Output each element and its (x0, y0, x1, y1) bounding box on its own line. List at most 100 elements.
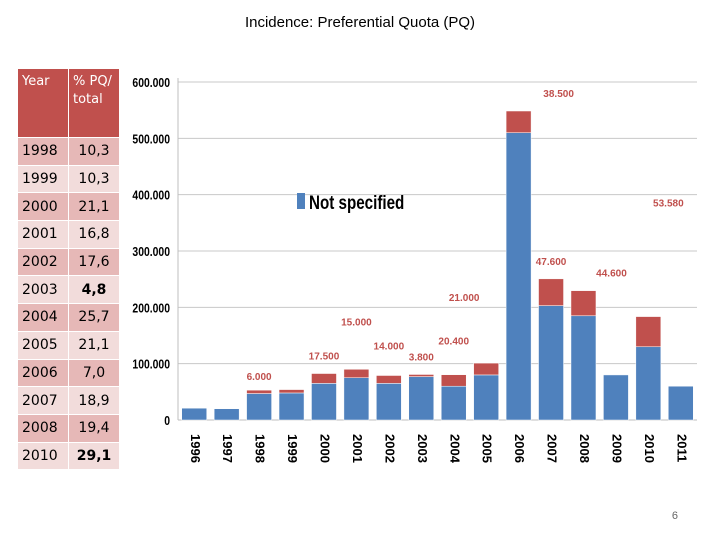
legend-swatch (297, 193, 305, 209)
page-number: 6 (671, 510, 678, 522)
x-tick-label: 1998 (253, 434, 268, 463)
year-cell: 2003 (17, 275, 69, 305)
bar-not-specified (668, 385, 694, 421)
bar-pq (343, 369, 370, 378)
pq-percent-cell: 10,3 (68, 164, 120, 194)
bar-pq (376, 375, 402, 384)
bar-not-specified (213, 408, 240, 421)
x-tick-label: 2003 (415, 434, 430, 463)
bar-not-specified (408, 376, 435, 421)
data-label: 15.000 (341, 317, 372, 328)
y-tick-label: 400.000 (132, 189, 170, 203)
table-row: 1999 10,3 (17, 164, 120, 194)
year-cell: 1998 (17, 137, 69, 166)
table-row: 2003 4,8 (17, 275, 120, 305)
table-row: 2005 21,1 (17, 330, 120, 360)
pq-percent-cell: 29,1 (68, 441, 120, 471)
pq-percent-cell: 4,8 (68, 275, 120, 305)
x-tick-label: 2006 (512, 434, 527, 463)
pq-percent-cell: 7,0 (68, 358, 120, 388)
bar-pq (440, 374, 467, 387)
x-tick-label: 2005 (480, 434, 495, 463)
data-label: 20.400 (438, 337, 469, 348)
bar-not-specified (246, 393, 272, 421)
y-tick-label: 100.000 (132, 358, 170, 372)
bar-pq (278, 389, 305, 394)
bar-pq (635, 316, 662, 348)
year-cell: 2005 (17, 330, 69, 360)
pq-percent-cell: 16,8 (68, 220, 120, 249)
bar-not-specified (538, 305, 564, 421)
table-row: 2001 16,8 (17, 220, 120, 249)
x-tick-label: 2011 (674, 434, 689, 462)
bar-pq (538, 278, 564, 306)
bar-not-specified (311, 383, 337, 421)
legend-label: Not specified (309, 191, 404, 213)
year-cell: 2010 (17, 441, 69, 471)
bar-not-specified (376, 383, 402, 421)
data-label: 47.600 (536, 257, 567, 268)
bar-not-specified (473, 374, 499, 421)
bar-pq (570, 290, 597, 317)
data-label: 38.500 (543, 89, 574, 100)
bar-pq (408, 374, 435, 377)
header-pq-total: % PQ/ total (68, 68, 120, 138)
x-tick-label: 2001 (350, 434, 365, 463)
pq-percent-cell: 18,9 (68, 386, 120, 415)
year-cell: 2001 (17, 220, 69, 249)
y-tick-label: 500.000 (132, 132, 170, 146)
bar-not-specified (181, 407, 207, 421)
x-tick-label: 2000 (318, 434, 333, 463)
table-row: 1998 10,3 (17, 137, 120, 166)
y-tick-label: 0 (164, 414, 170, 428)
x-tick-label: 1996 (188, 434, 203, 463)
year-cell: 2007 (17, 386, 69, 415)
bar-pq (505, 110, 532, 133)
data-label: 17.500 (309, 352, 340, 363)
y-tick-label: 200.000 (132, 301, 170, 315)
x-tick-label: 2004 (447, 434, 462, 464)
y-tick-label: 600.000 (132, 76, 170, 90)
bar-not-specified (603, 374, 629, 421)
slide-title: Incidence: Preferential Quota (PQ) (244, 14, 476, 31)
y-tick-label: 300.000 (132, 245, 170, 259)
pq-table: Year % PQ/ total 1998 10,3 1999 10,3 2000 21,… (17, 68, 120, 471)
year-cell: 2004 (17, 303, 69, 332)
x-tick-label: 2010 (642, 434, 657, 463)
x-tick-label: 2008 (577, 434, 592, 463)
bar-pq (473, 362, 499, 376)
pq-table-body: 1998 10,3 1999 10,3 2000 21,1 2001 16,8 2002 17,6… (17, 137, 120, 471)
bar-not-specified (570, 315, 597, 421)
x-tick-label: 2009 (609, 434, 624, 463)
bar-not-specified (635, 346, 662, 421)
bar-pq (311, 373, 337, 384)
bar-not-specified (343, 377, 370, 421)
data-label: 53.580 (653, 199, 684, 210)
year-cell: 1999 (17, 164, 69, 194)
table-header-row: Year % PQ/ total (17, 68, 120, 138)
bar-not-specified (278, 392, 305, 421)
year-cell: 2000 (17, 192, 69, 222)
table-row: 2008 19,4 (17, 413, 120, 443)
bar-pq (246, 389, 272, 394)
pq-percent-cell: 19,4 (68, 413, 120, 443)
data-label: 6.000 (247, 372, 272, 383)
data-label: 3.800 (409, 352, 434, 363)
x-tick-label: 2002 (382, 434, 397, 463)
bar-not-specified (440, 385, 467, 421)
year-cell: 2002 (17, 247, 69, 277)
table-row: 2010 29,1 (17, 441, 120, 471)
x-tick-label: 2007 (545, 434, 560, 463)
x-tick-label: 1997 (220, 434, 235, 463)
x-tick-label: 1999 (285, 434, 300, 463)
data-label: 14.000 (374, 341, 405, 352)
table-row: 2007 18,9 (17, 386, 120, 415)
data-label: 21.000 (449, 293, 480, 304)
table-row: 2002 17,6 (17, 247, 120, 277)
bar-not-specified (505, 132, 532, 421)
pq-percent-cell: 21,1 (68, 330, 120, 360)
data-label: 44.600 (596, 269, 627, 280)
pq-percent-cell: 10,3 (68, 137, 120, 166)
pq-percent-cell: 17,6 (68, 247, 120, 277)
